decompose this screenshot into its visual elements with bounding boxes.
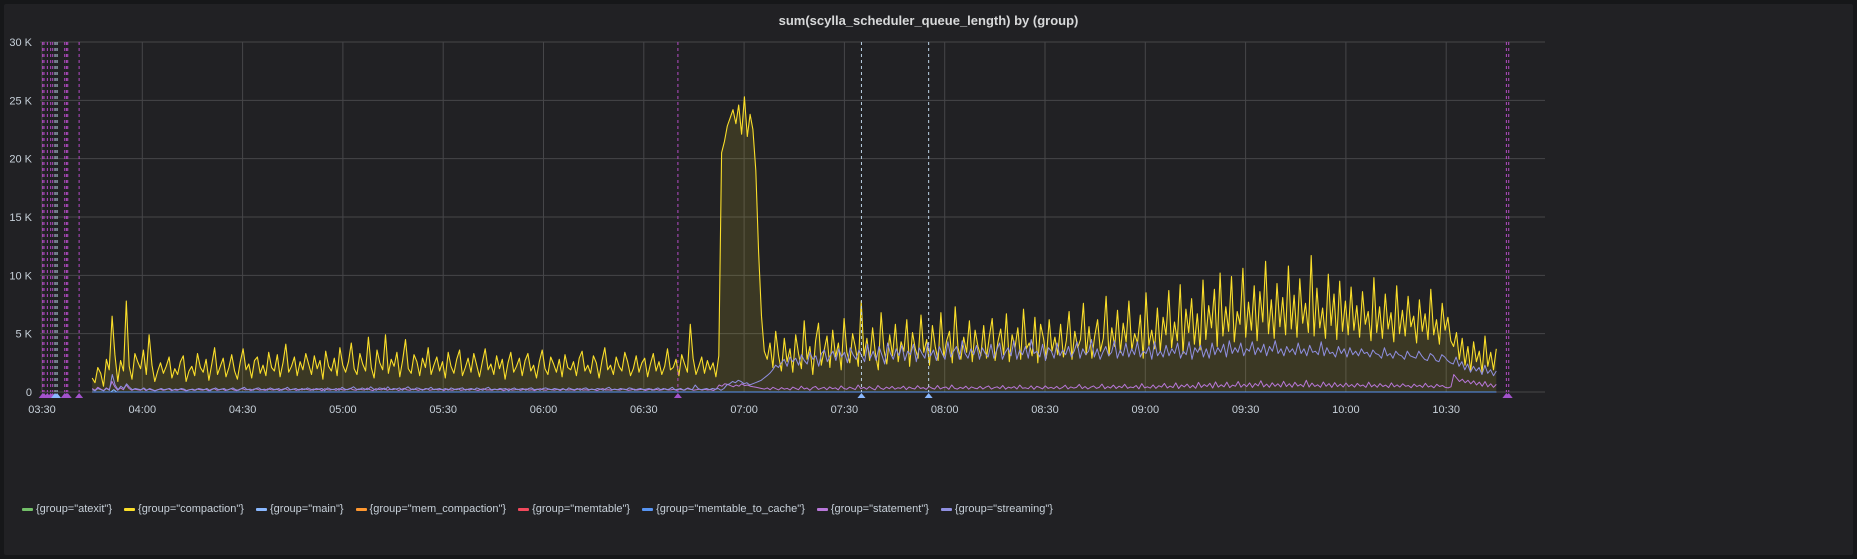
series-1 <box>91 96 1497 393</box>
graph-panel: sum(scylla_scheduler_queue_length) by (g… <box>4 4 1853 555</box>
x-tick-label: 09:00 <box>1132 404 1160 416</box>
chart-series <box>91 96 1497 393</box>
legend-label: {group="atexit"} <box>36 503 113 515</box>
x-axis: 03:30 04:00 04:30 05:00 05:30 06:00 06:30 07:00… <box>28 404 1460 416</box>
annotation-marker[interactable] <box>75 393 84 398</box>
legend-swatch <box>816 507 828 511</box>
chart-annotations <box>38 42 1513 398</box>
y-tick-label: 0 <box>26 387 32 399</box>
annotation-marker[interactable] <box>53 393 62 398</box>
legend-item[interactable]: {group="compaction"} <box>124 503 244 515</box>
chart-legend: {group="atexit"} {group="compaction"} {gro… <box>22 503 1053 515</box>
legend-swatch <box>518 507 530 511</box>
legend-swatch <box>255 507 267 511</box>
legend-swatch <box>940 507 952 511</box>
legend-label: {group="main"} <box>269 503 344 515</box>
x-tick-label: 06:30 <box>630 404 658 416</box>
series-line <box>91 96 1497 387</box>
y-tick-label: 10 K <box>9 270 32 282</box>
y-tick-label: 5 K <box>15 329 32 341</box>
x-tick-label: 07:00 <box>730 404 758 416</box>
annotation-marker[interactable] <box>857 393 866 398</box>
legend-swatch <box>355 507 367 511</box>
legend-label: {group="streaming"} <box>954 503 1053 515</box>
chart-grid <box>40 41 1545 393</box>
legend-item[interactable]: {group="atexit"} <box>22 503 112 515</box>
x-tick-label: 08:00 <box>931 404 959 416</box>
legend-label: {group="memtable_to_cache"} <box>656 503 805 515</box>
y-axis: 0 5 K 10 K 15 K 20 K 25 K 30 K <box>9 37 32 399</box>
x-tick-label: 04:00 <box>129 404 157 416</box>
x-tick-label: 03:30 <box>28 404 56 416</box>
y-tick-label: 25 K <box>9 95 32 107</box>
x-tick-label: 04:30 <box>229 404 257 416</box>
legend-item[interactable]: {group="main"} <box>255 503 344 515</box>
chart-canvas[interactable]: 0 5 K 10 K 15 K 20 K 25 K 30 K 03:30 04:00 04:30… <box>4 4 1853 555</box>
series-7 <box>92 339 1497 392</box>
series-line <box>92 339 1497 392</box>
x-tick-label: 07:30 <box>831 404 859 416</box>
x-tick-label: 10:30 <box>1432 404 1460 416</box>
legend-label: {group="memtable"} <box>532 503 631 515</box>
legend-label: {group="statement"} <box>830 503 929 515</box>
legend-item[interactable]: {group="statement"} <box>816 503 929 515</box>
legend-item[interactable]: {group="streaming"} <box>940 503 1053 515</box>
y-tick-label: 30 K <box>9 37 32 49</box>
annotation-marker[interactable] <box>673 393 682 398</box>
legend-label: {group="mem_compaction"} <box>369 503 507 515</box>
x-tick-label: 08:30 <box>1031 404 1059 416</box>
legend-item[interactable]: {group="mem_compaction"} <box>355 503 507 515</box>
x-tick-label: 06:00 <box>530 404 558 416</box>
y-tick-label: 20 K <box>9 154 32 166</box>
annotation-marker[interactable] <box>924 393 933 398</box>
panel-title[interactable]: sum(scylla_scheduler_queue_length) by (g… <box>778 13 1079 28</box>
x-tick-label: 05:30 <box>429 404 457 416</box>
legend-item[interactable]: {group="memtable_to_cache"} <box>642 503 805 515</box>
x-tick-label: 05:00 <box>329 404 357 416</box>
legend-swatch <box>22 507 33 511</box>
legend-swatch <box>124 507 136 511</box>
legend-item[interactable]: {group="memtable"} <box>518 503 630 515</box>
annotation-marker[interactable] <box>63 393 72 398</box>
annotation-marker[interactable] <box>1504 393 1513 398</box>
legend-swatch <box>642 507 654 511</box>
x-tick-label: 09:30 <box>1232 404 1260 416</box>
x-tick-label: 10:00 <box>1332 404 1360 416</box>
legend-label: {group="compaction"} <box>138 503 244 515</box>
y-tick-label: 15 K <box>9 212 32 224</box>
